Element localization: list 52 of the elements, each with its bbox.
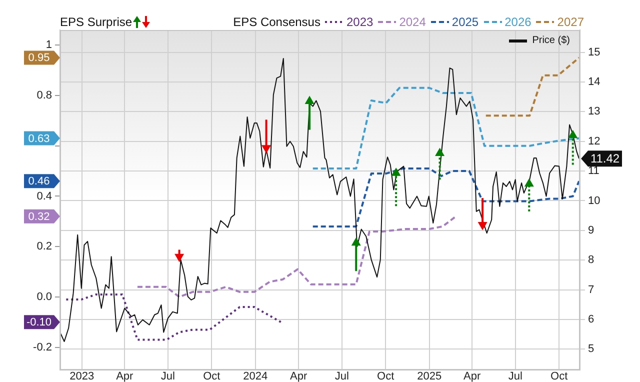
y-tick-label: 0.8 — [36, 90, 52, 102]
y2-tick-label: 10 — [588, 194, 600, 207]
y-tick-label: 0.46 — [28, 176, 50, 188]
y-tick-label: 0.4 — [36, 190, 52, 202]
x-tick-label: 2024 — [243, 370, 268, 382]
y-tick-label: 0.32 — [28, 210, 50, 223]
x-tick-label: Apr — [464, 370, 481, 382]
legend-label: 2023 — [346, 15, 374, 29]
y2-tick-label: 6 — [588, 314, 594, 326]
point — [435, 148, 444, 156]
line-series — [65, 293, 282, 341]
line-series — [136, 215, 457, 298]
x-tick-label: Oct — [377, 370, 394, 382]
x-tick-label: Apr — [116, 370, 134, 382]
x-tick-label: 2023 — [70, 370, 94, 382]
point — [392, 168, 400, 176]
y-tick-label: 0.0 — [36, 290, 52, 303]
legend-label: 2024 — [399, 15, 426, 29]
y2-tick-label: 7 — [588, 284, 594, 296]
x-tick-label: Oct — [203, 370, 220, 382]
legend-label: 2025 — [452, 15, 479, 29]
data-label: 11.42 — [590, 151, 620, 166]
y-tick-label: 1 — [46, 39, 52, 52]
line-series — [312, 168, 580, 228]
y-tick-label: 0.95 — [28, 52, 50, 64]
legend-label: Price ($) — [532, 35, 570, 46]
x-tick-label: Oct — [550, 370, 568, 382]
text: EPS Surprise — [60, 15, 132, 29]
point — [524, 178, 534, 187]
legend-label: 2026 — [504, 15, 532, 29]
y-tick-label: -0.2 — [33, 341, 52, 354]
y2-tick-label: 9 — [588, 224, 594, 236]
text: EPS Consensus — [233, 15, 320, 29]
y-tick-label: 0.2 — [36, 240, 52, 253]
x-tick-label: Jul — [334, 370, 349, 382]
y2-tick-label: 12 — [588, 135, 600, 148]
legend-label: 2027 — [557, 15, 584, 29]
x-tick-label: Apr — [290, 370, 308, 382]
point — [568, 130, 578, 138]
y2-tick-label: 14 — [588, 76, 600, 88]
point — [305, 96, 314, 104]
x-tick-label: 2025 — [417, 370, 442, 382]
x-tick-label: Jul — [160, 370, 175, 382]
y2-tick-label: 15 — [588, 46, 600, 58]
y2-tick-label: 8 — [588, 254, 594, 266]
y2-tick-label: 5 — [588, 343, 594, 356]
y-tick-label: -0.10 — [26, 316, 52, 329]
y2-tick-label: 11 — [588, 165, 600, 178]
y-tick-label: 0.63 — [28, 132, 50, 145]
line-series — [312, 86, 580, 170]
y2-tick-label: 13 — [588, 106, 600, 118]
x-tick-label: Jul — [508, 370, 522, 382]
